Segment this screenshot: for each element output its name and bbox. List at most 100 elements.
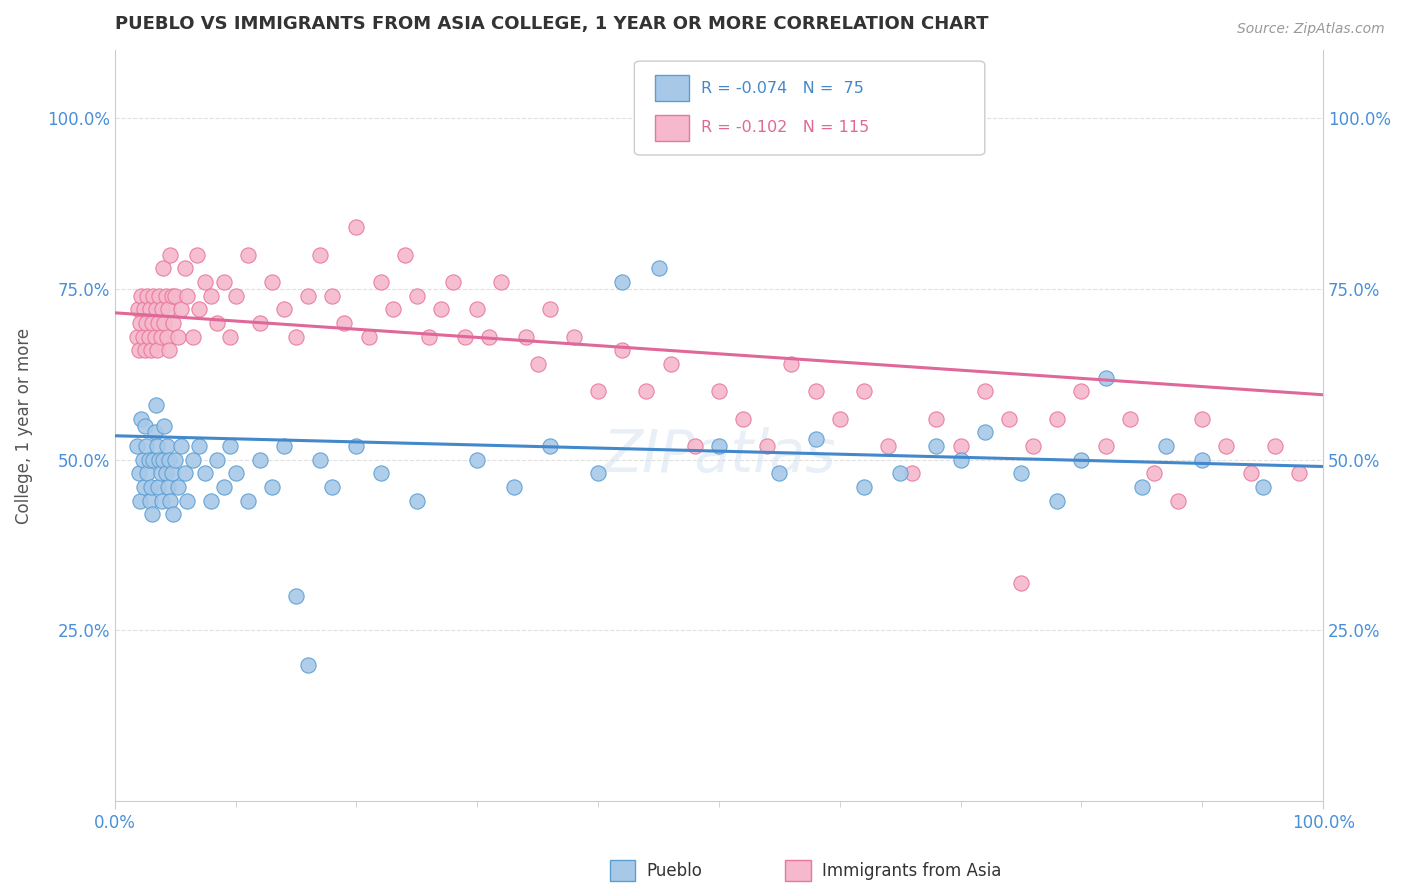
Point: [612, 343, 634, 358]
Point: [129, 493, 152, 508]
Point: [127, 302, 149, 317]
Point: [156, 480, 179, 494]
Point: [733, 411, 755, 425]
Point: [173, 261, 195, 276]
Point: [925, 439, 948, 453]
Point: [562, 329, 585, 343]
Point: [405, 289, 427, 303]
Point: [145, 398, 167, 412]
Point: [780, 357, 803, 371]
Point: [586, 384, 609, 399]
Point: [502, 480, 524, 494]
Point: [260, 275, 283, 289]
Point: [148, 316, 170, 330]
Point: [491, 275, 513, 289]
Point: [538, 302, 561, 317]
Point: [141, 508, 163, 522]
Point: [273, 439, 295, 453]
Point: [159, 493, 181, 508]
Point: [176, 493, 198, 508]
Point: [150, 493, 173, 508]
Point: [125, 439, 148, 453]
Point: [1154, 439, 1177, 453]
Point: [394, 248, 416, 262]
Point: [478, 329, 501, 343]
Text: Source: ZipAtlas.com: Source: ZipAtlas.com: [1237, 22, 1385, 37]
Point: [160, 467, 183, 481]
Point: [418, 329, 440, 343]
Text: Pueblo: Pueblo: [647, 862, 703, 880]
Point: [586, 467, 609, 481]
Point: [212, 275, 235, 289]
Point: [150, 302, 173, 317]
Text: R = -0.074   N =  75: R = -0.074 N = 75: [700, 80, 863, 95]
Point: [949, 452, 972, 467]
Point: [1119, 411, 1142, 425]
Point: [756, 439, 779, 453]
Point: [194, 467, 217, 481]
Point: [441, 275, 464, 289]
Point: [1251, 480, 1274, 494]
Point: [465, 452, 488, 467]
Point: [1094, 439, 1116, 453]
Point: [285, 589, 308, 603]
Point: [612, 275, 634, 289]
Point: [707, 384, 730, 399]
Point: [200, 289, 222, 303]
Point: [155, 467, 177, 481]
Point: [135, 439, 157, 453]
Point: [139, 343, 162, 358]
Point: [131, 289, 153, 303]
Point: [135, 316, 157, 330]
Point: [128, 343, 150, 358]
Point: [346, 439, 368, 453]
Point: [1046, 493, 1069, 508]
Point: [1167, 493, 1189, 508]
Point: [181, 452, 204, 467]
Point: [139, 302, 162, 317]
Point: [125, 329, 148, 343]
Point: [647, 261, 669, 276]
Point: [285, 329, 308, 343]
Point: [998, 411, 1021, 425]
Point: [333, 316, 356, 330]
Point: [207, 452, 229, 467]
Point: [176, 289, 198, 303]
Point: [186, 248, 208, 262]
Point: [1010, 467, 1032, 481]
Point: [877, 439, 900, 453]
Text: Immigrants from Asia: Immigrants from Asia: [823, 862, 1001, 880]
Point: [134, 418, 156, 433]
Point: [181, 329, 204, 343]
Point: [297, 289, 319, 303]
Point: [142, 452, 165, 467]
Point: [157, 452, 180, 467]
Y-axis label: College, 1 year or more: College, 1 year or more: [15, 327, 32, 524]
Text: PUEBLO VS IMMIGRANTS FROM ASIA COLLEGE, 1 YEAR OR MORE CORRELATION CHART: PUEBLO VS IMMIGRANTS FROM ASIA COLLEGE, …: [115, 15, 988, 33]
Point: [370, 275, 392, 289]
Point: [430, 302, 453, 317]
Point: [131, 329, 153, 343]
Point: [153, 316, 176, 330]
Point: [1143, 467, 1166, 481]
Point: [188, 302, 211, 317]
Point: [309, 452, 332, 467]
Point: [949, 439, 972, 453]
Point: [138, 452, 160, 467]
Point: [153, 418, 176, 433]
Point: [1264, 439, 1286, 453]
Point: [260, 480, 283, 494]
Point: [249, 452, 271, 467]
Point: [131, 411, 153, 425]
Point: [149, 467, 172, 481]
Point: [132, 302, 155, 317]
Point: [659, 357, 682, 371]
Point: [170, 439, 193, 453]
Point: [160, 289, 183, 303]
Point: [128, 467, 150, 481]
Point: [768, 467, 790, 481]
Point: [141, 316, 163, 330]
Point: [1130, 480, 1153, 494]
Point: [526, 357, 548, 371]
Point: [166, 329, 188, 343]
